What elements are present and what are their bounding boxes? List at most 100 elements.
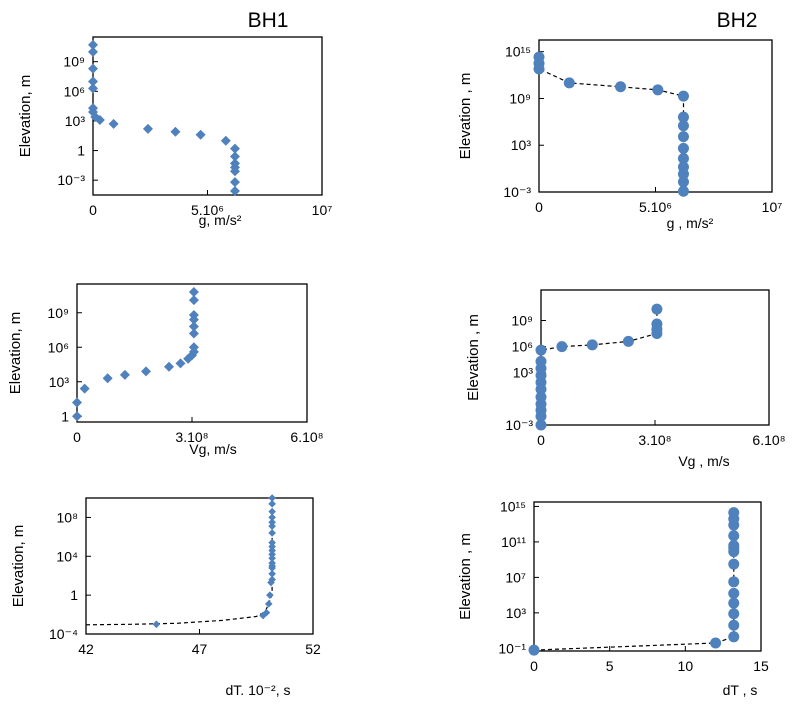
data-point <box>142 123 153 134</box>
data-point <box>188 287 199 298</box>
chart-panel-5: 10⁻⁴ 1 10⁴ 10⁸ 42 47 52 dT. 10⁻², s Elevation, m <box>10 494 321 698</box>
y-tick-label: 1 <box>77 143 85 159</box>
y-tick-label: 10⁻¹ <box>498 640 526 656</box>
data-point <box>268 529 276 537</box>
data-point <box>268 507 276 516</box>
data-point <box>88 46 98 57</box>
y-tick-label: 10³ <box>506 605 527 621</box>
plot-frame <box>92 36 323 196</box>
data-point <box>677 185 689 197</box>
data-point <box>88 76 98 87</box>
data-point <box>728 558 740 570</box>
data-point <box>79 383 90 394</box>
data-point <box>586 339 598 351</box>
x-axis-label: g, m/s² <box>199 212 242 228</box>
data-point <box>677 168 689 180</box>
y-axis-label: Elevation, m <box>7 312 24 395</box>
data-point <box>72 397 82 408</box>
chart-panel-2: 10⁻³ 10³ 10⁹ 10¹⁵ 0 5.10⁶ 10⁷ g , m/s² Elevation… <box>457 39 782 231</box>
x-tick-label: 15 <box>753 658 769 674</box>
y-axis-label: Elevation , m <box>465 314 482 401</box>
data-point <box>677 176 689 188</box>
data-point <box>728 587 740 599</box>
data-point <box>264 600 273 608</box>
x-tick-label: 3.10⁸ <box>638 432 671 448</box>
data-point <box>615 81 627 93</box>
series-trend-line <box>538 57 685 192</box>
data-point <box>535 391 547 403</box>
data-point <box>728 530 740 542</box>
data-point <box>141 366 151 377</box>
data-point <box>268 550 276 559</box>
data-point <box>652 84 664 96</box>
x-tick-label: 47 <box>192 641 208 657</box>
y-tick-label: 10⁷ <box>505 569 526 585</box>
data-point <box>88 83 98 94</box>
x-tick-label: 5.10⁶ <box>639 199 672 215</box>
y-tick-label: 10⁻⁴ <box>49 626 78 642</box>
chart-grid: 10⁻³ 1 10³ 10⁶ 10⁹ 0 5.10⁶ 10⁷ g, m/s² Elevation,… <box>7 36 786 698</box>
data-point <box>533 63 545 75</box>
y-tick-label: 10³ <box>511 137 532 153</box>
x-tick-label: 10 <box>678 658 694 674</box>
y-tick-label: 10¹⁵ <box>505 44 531 60</box>
x-tick-label: 0 <box>535 199 543 215</box>
x-tick-label: 0 <box>537 432 545 448</box>
y-tick-label: 10³ <box>65 113 86 129</box>
y-axis-label: Elevation , m <box>457 533 474 620</box>
data-point <box>268 494 276 502</box>
x-tick-label: 0 <box>89 202 97 218</box>
data-point <box>268 518 276 527</box>
data-point <box>728 576 740 588</box>
data-point <box>267 578 275 587</box>
data-point <box>164 361 174 372</box>
y-tick-label: 10⁹ <box>47 305 69 321</box>
y-axis-label: Elevation , m <box>457 73 474 160</box>
plot-frame <box>85 497 314 635</box>
x-axis-label: Vg, m/s <box>189 441 236 457</box>
data-point <box>535 419 547 431</box>
data-point <box>229 186 240 197</box>
data-point <box>728 631 740 643</box>
y-tick-label: 10⁴ <box>56 548 78 564</box>
y-tick-label: 10⁹ <box>511 312 533 328</box>
plot-frame <box>533 501 762 652</box>
y-tick-label: 10⁶ <box>48 339 69 355</box>
data-point <box>268 542 276 551</box>
data-point <box>563 77 575 89</box>
data-point <box>229 177 240 188</box>
data-point <box>152 620 161 629</box>
x-tick-label: 5 <box>606 658 614 674</box>
data-point <box>728 608 740 620</box>
data-point <box>188 328 199 339</box>
series-trend-line <box>85 498 273 626</box>
data-point <box>88 63 98 74</box>
data-point <box>528 644 540 656</box>
data-point <box>229 166 240 177</box>
x-tick-label: 0 <box>530 658 538 674</box>
data-point <box>535 355 547 367</box>
data-point <box>268 522 276 530</box>
y-tick-label: 10⁶ <box>64 83 85 99</box>
y-axis-label: Elevation, m <box>17 75 34 158</box>
x-tick-label: 6.10⁸ <box>752 432 785 448</box>
y-tick-label: 10⁻³ <box>503 184 531 200</box>
data-point <box>266 591 274 599</box>
data-point <box>262 608 271 617</box>
y-tick-label: 10³ <box>513 365 534 381</box>
data-point <box>195 129 206 140</box>
plot-frame <box>538 39 773 193</box>
data-point <box>268 554 276 563</box>
data-point <box>72 411 82 422</box>
data-point <box>535 344 547 356</box>
series-trend-line <box>540 309 658 425</box>
data-point <box>268 546 276 555</box>
data-point <box>677 131 689 143</box>
data-point <box>94 114 105 125</box>
bh2-title: BH2 <box>717 9 758 32</box>
data-point <box>102 373 113 384</box>
y-tick-label: 10⁻³ <box>57 172 85 188</box>
y-tick-label: 1 <box>61 408 69 424</box>
data-point <box>268 575 276 584</box>
data-point <box>710 637 722 649</box>
